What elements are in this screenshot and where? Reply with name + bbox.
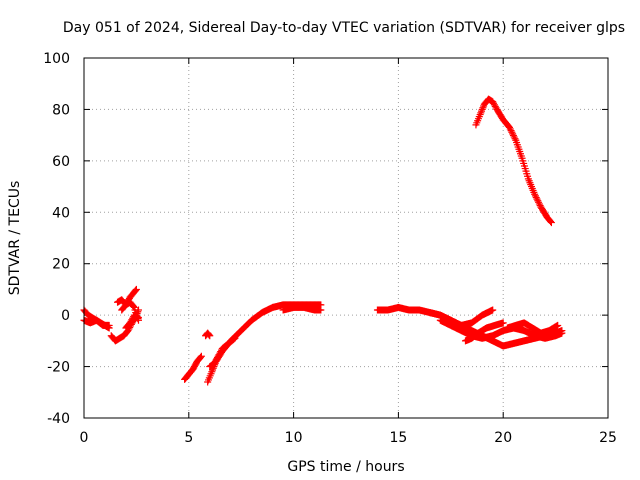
- data-point: [554, 321, 562, 329]
- data-point: [476, 111, 484, 119]
- data-point: [547, 218, 555, 226]
- data-point: [479, 104, 487, 112]
- data-point: [105, 321, 113, 329]
- data-point: [499, 319, 507, 327]
- data-point: [132, 285, 140, 293]
- x-tick-label: 25: [599, 430, 617, 446]
- data-point: [128, 316, 136, 324]
- x-tick-label: 10: [285, 430, 303, 446]
- data-point: [216, 349, 224, 357]
- series-arc-13: [426, 306, 497, 329]
- data-point: [490, 99, 498, 107]
- data-point: [134, 314, 142, 322]
- tick-labels: 0 5 10 15 20 25 -40 -20 0 20 40 60 80 100: [43, 51, 617, 446]
- data-point: [558, 329, 566, 337]
- data-point: [507, 127, 515, 135]
- series-arc-6: [122, 311, 142, 332]
- data-point: [477, 109, 485, 117]
- data-point: [230, 335, 238, 343]
- x-axis-title: GPS time / hours: [287, 459, 404, 475]
- series-arc-15: [461, 319, 507, 345]
- x-tick-label: 15: [389, 430, 407, 446]
- y-tick-label: 40: [52, 205, 70, 221]
- y-tick-label: 0: [61, 308, 70, 324]
- y-tick-label: -20: [47, 360, 70, 376]
- data-point: [197, 352, 205, 360]
- data-point: [505, 123, 513, 131]
- data-point: [127, 317, 135, 325]
- y-tick-label: 60: [52, 154, 70, 170]
- data-point: [489, 98, 497, 106]
- x-tick-label: 20: [494, 430, 512, 446]
- data-point: [533, 195, 541, 203]
- data-point: [478, 107, 486, 115]
- y-tick-label: -40: [47, 411, 70, 427]
- data-point: [506, 125, 514, 133]
- y-tick-label: 20: [52, 257, 70, 273]
- data-point: [491, 102, 499, 110]
- data-point: [197, 353, 205, 361]
- data-point: [509, 131, 517, 139]
- plot-frame: [83, 57, 609, 419]
- data-point: [478, 105, 486, 113]
- data-points: [80, 95, 566, 386]
- data-point: [217, 348, 225, 356]
- data-point: [126, 319, 134, 327]
- data-point: [205, 331, 213, 339]
- y-tick-label: 100: [43, 51, 70, 67]
- data-point: [534, 197, 542, 205]
- data-point: [489, 306, 497, 314]
- series-arc-2: [80, 316, 113, 329]
- data-point: [215, 351, 223, 359]
- chart-title: Day 051 of 2024, Sidereal Day-to-day VTE…: [63, 20, 625, 36]
- data-point: [547, 219, 555, 227]
- x-tick-label: 5: [184, 430, 193, 446]
- data-point: [206, 332, 214, 340]
- data-point: [511, 135, 519, 143]
- data-point: [532, 194, 540, 201]
- series-arc-16: [503, 319, 562, 337]
- data-point: [531, 190, 539, 198]
- series-arc-9: [204, 301, 325, 386]
- axis-ticks: [83, 57, 609, 419]
- data-point: [132, 286, 140, 294]
- series-arc-17: [472, 95, 555, 227]
- data-point: [208, 368, 216, 376]
- data-point: [531, 192, 539, 200]
- grid-lines: [84, 58, 608, 418]
- data-point: [509, 130, 517, 138]
- x-tick-label: 0: [80, 430, 89, 446]
- series-arc-11: [279, 303, 325, 314]
- data-point: [535, 198, 543, 206]
- data-point: [129, 302, 137, 310]
- y-tick-label: 80: [52, 102, 70, 118]
- data-point: [214, 352, 222, 360]
- series-arc-10: [206, 334, 239, 371]
- data-point: [317, 306, 325, 314]
- series-arc-8: [202, 329, 214, 340]
- y-axis-title: SDTVAR / TECUs: [7, 181, 23, 296]
- data-point: [231, 334, 239, 342]
- data-point: [508, 128, 516, 136]
- data-point: [490, 101, 498, 109]
- data-point: [229, 336, 237, 344]
- series-arc-7: [181, 352, 205, 383]
- data-point: [131, 287, 139, 295]
- data-point: [510, 133, 518, 141]
- data-point: [204, 330, 212, 338]
- data-point: [535, 200, 543, 208]
